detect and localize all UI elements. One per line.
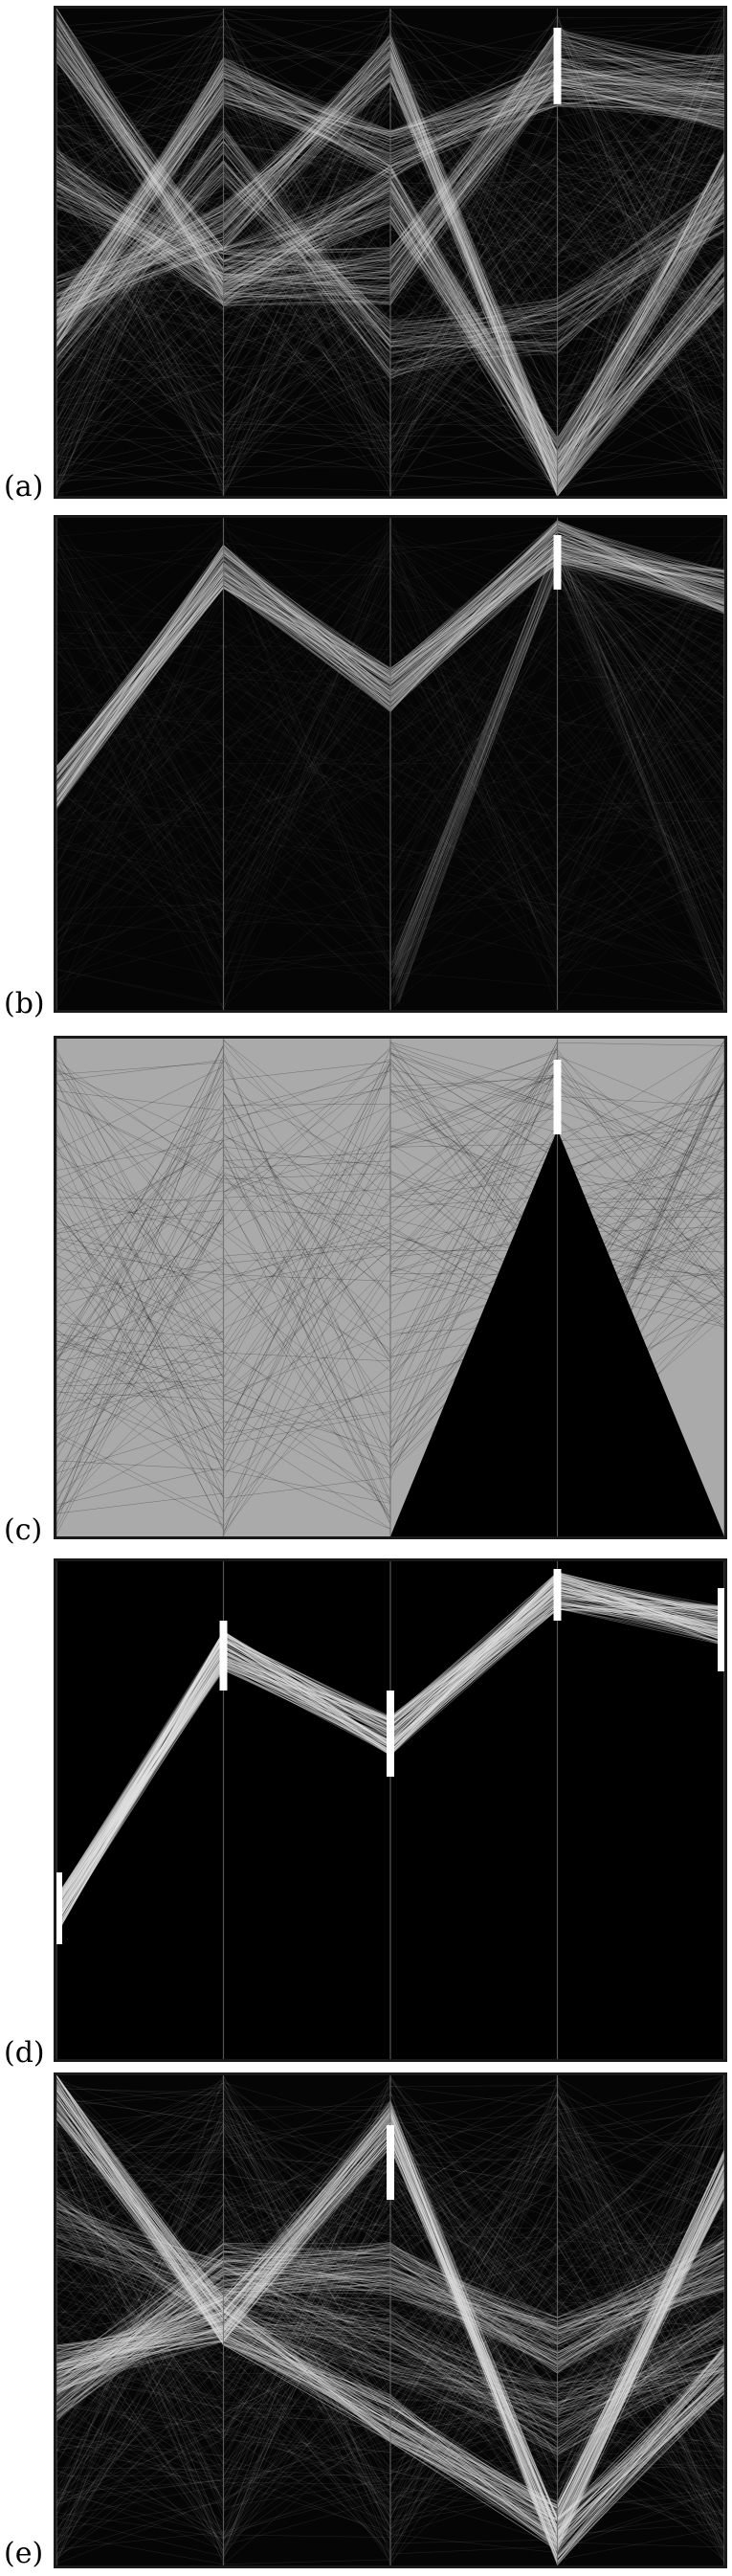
- panel-a-plot: [54, 6, 727, 499]
- highlight-bar: [387, 2125, 394, 2200]
- highlight-bar: [553, 1060, 562, 1134]
- panel-a-label: (a): [4, 470, 44, 504]
- highlight-bar: [56, 1872, 62, 1944]
- highlight-bar: [387, 1691, 394, 1777]
- panel-e-row: (e): [0, 2072, 732, 2576]
- axes: [56, 518, 724, 1010]
- panel-d-svg: [56, 1561, 724, 2059]
- panel-a-svg: [56, 9, 724, 496]
- fan-lines: [389, 538, 724, 1007]
- panel-e-plot: [54, 2072, 727, 2568]
- panel-e-svg: [56, 2075, 724, 2565]
- highlight-bar: [718, 1588, 724, 1671]
- panel-e-label: (e): [4, 2537, 44, 2570]
- panel-d-plot: [54, 1558, 727, 2062]
- bundle-lines: [56, 34, 724, 496]
- panel-c-plot: [54, 1036, 727, 1539]
- panel-a-row: (a): [0, 0, 732, 507]
- highlight-bar: [219, 1621, 228, 1691]
- panel-b-row: (b): [0, 515, 732, 1022]
- highlight-bar: [553, 534, 562, 590]
- panel-c-row: (c): [0, 1036, 732, 1553]
- texture-lines: [56, 1039, 724, 1536]
- panel-b-label: (b): [4, 987, 45, 1020]
- panel-c-svg: [56, 1039, 724, 1536]
- panel-b-plot: [54, 515, 727, 1013]
- highlight-bar: [553, 1569, 562, 1621]
- panel-d-row: (d): [0, 1558, 732, 2071]
- panel-c-label: (c): [4, 1513, 43, 1547]
- highlight-bar: [553, 27, 562, 104]
- panel-d-label: (d): [4, 2036, 45, 2070]
- panel-b-svg: [56, 518, 724, 1010]
